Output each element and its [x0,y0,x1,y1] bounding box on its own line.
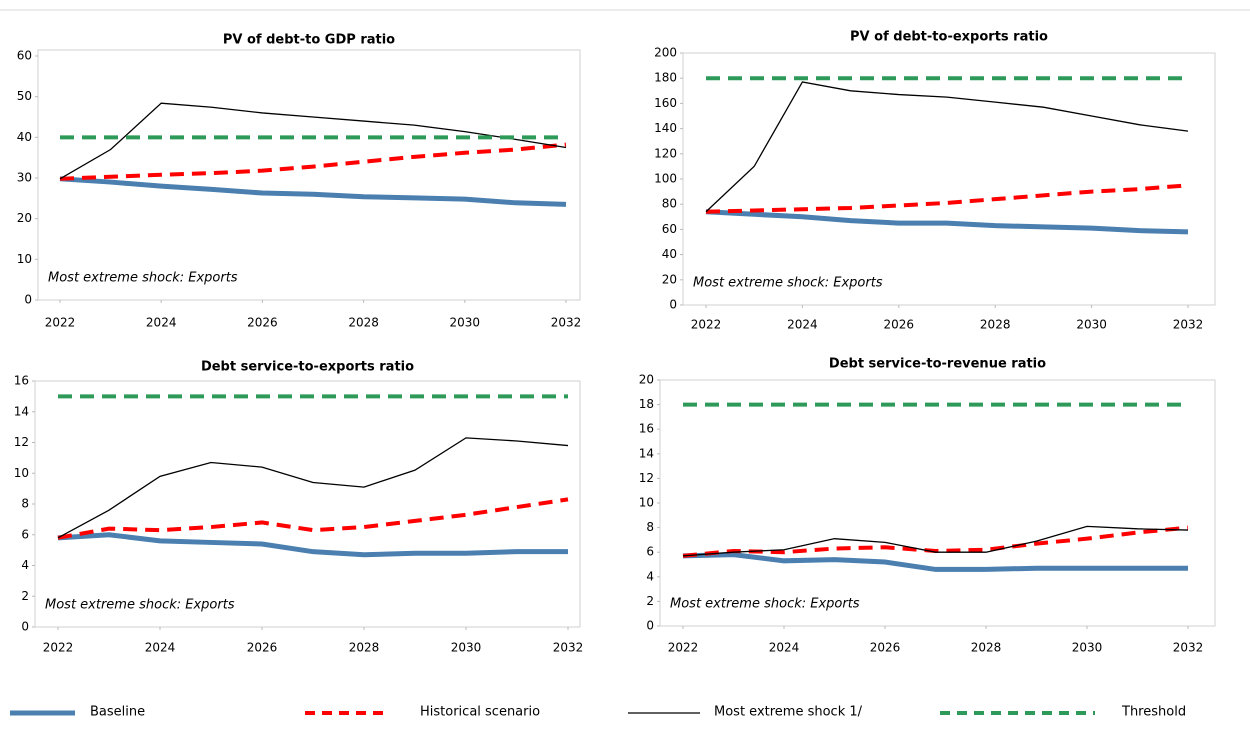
x-tick-label: 2030 [450,316,481,330]
legend-label: Threshold [1121,705,1186,720]
x-tick-label: 2026 [247,316,278,330]
x-tick-label: 2030 [1076,318,1107,332]
y-tick-label: 80 [662,197,677,211]
x-tick-label: 2024 [769,641,800,655]
legend-label: Baseline [90,705,145,720]
x-tick-label: 2026 [870,641,901,655]
x-tick-label: 2030 [1072,641,1103,655]
annotation: Most extreme shock: Exports [48,271,238,286]
x-tick-label: 2032 [553,641,584,655]
plot-border [37,49,581,301]
y-tick-label: 160 [654,96,677,110]
x-tick-label: 2030 [451,641,482,655]
y-tick-label: 200 [654,46,677,60]
y-tick-label: 20 [639,373,654,387]
x-tick-label: 2024 [787,318,818,332]
y-tick-label: 16 [14,374,29,388]
x-tick-label: 2026 [884,318,915,332]
y-tick-label: 14 [14,404,29,418]
y-tick-label: 20 [17,211,32,225]
y-tick-label: 0 [21,620,29,634]
series-line [682,525,1189,557]
series-line [682,525,1189,558]
plot-border [34,380,581,628]
annotation: Most extreme shock: Exports [693,276,883,291]
y-tick-label: 6 [646,545,654,559]
series-line [705,209,1189,235]
x-tick-label: 2022 [43,641,74,655]
y-tick-label: 140 [654,121,677,135]
y-tick-label: 8 [21,497,29,511]
y-tick-label: 100 [654,172,677,186]
y-tick-label: 4 [21,558,29,572]
y-tick-label: 10 [14,466,29,480]
y-tick-label: 10 [639,496,654,510]
legend-label: Most extreme shock 1/ [714,705,863,720]
y-tick-label: 2 [646,594,654,608]
x-tick-label: 2028 [348,316,379,330]
y-tick-label: 0 [646,619,654,633]
y-tick-label: 12 [639,471,654,485]
y-tick-label: 0 [669,298,677,312]
y-tick-label: 40 [17,130,32,144]
plot-border [659,379,1216,627]
legend-label: Historical scenario [420,705,540,720]
x-tick-label: 2022 [691,318,722,332]
y-tick-label: 0 [24,293,32,307]
x-tick-label: 2032 [1173,641,1204,655]
chart-title: PV of debt-to GDP ratio [223,33,395,48]
plot-border [682,52,1216,306]
y-tick-label: 40 [662,247,677,261]
series-line [57,532,568,558]
series-line [682,552,1188,572]
x-tick-label: 2024 [145,641,176,655]
y-tick-label: 120 [654,146,677,160]
y-tick-label: 4 [646,569,654,583]
y-tick-label: 30 [17,171,32,185]
series-line [705,183,1189,214]
x-tick-label: 2024 [146,316,177,330]
series-line [59,142,567,181]
y-tick-label: 16 [639,422,654,436]
x-tick-label: 2022 [668,641,699,655]
x-tick-label: 2032 [1173,318,1204,332]
y-tick-label: 10 [17,252,32,266]
x-tick-label: 2022 [45,316,76,330]
series-line [57,497,569,540]
chart-title: Debt service-to-revenue ratio [829,357,1046,372]
annotation: Most extreme shock: Exports [670,597,860,612]
x-tick-label: 2028 [980,318,1011,332]
series-line [59,176,567,207]
chart-title: Debt service-to-exports ratio [201,360,414,375]
y-tick-label: 14 [639,446,654,460]
y-tick-label: 2 [21,589,29,603]
x-tick-label: 2028 [349,641,380,655]
y-tick-label: 60 [17,49,32,63]
y-tick-label: 20 [662,272,677,286]
y-tick-label: 60 [662,222,677,236]
x-tick-label: 2032 [551,316,582,330]
y-tick-label: 12 [14,435,29,449]
x-tick-label: 2026 [247,641,278,655]
series-line [57,437,569,539]
y-tick-label: 18 [639,397,654,411]
series-line [705,81,1189,213]
y-tick-label: 6 [21,527,29,541]
x-tick-label: 2028 [971,641,1002,655]
y-tick-label: 50 [17,89,32,103]
y-tick-label: 8 [646,520,654,534]
annotation: Most extreme shock: Exports [45,598,235,613]
chart-title: PV of debt-to-exports ratio [850,30,1048,45]
y-tick-label: 180 [654,71,677,85]
series-line [59,102,567,180]
